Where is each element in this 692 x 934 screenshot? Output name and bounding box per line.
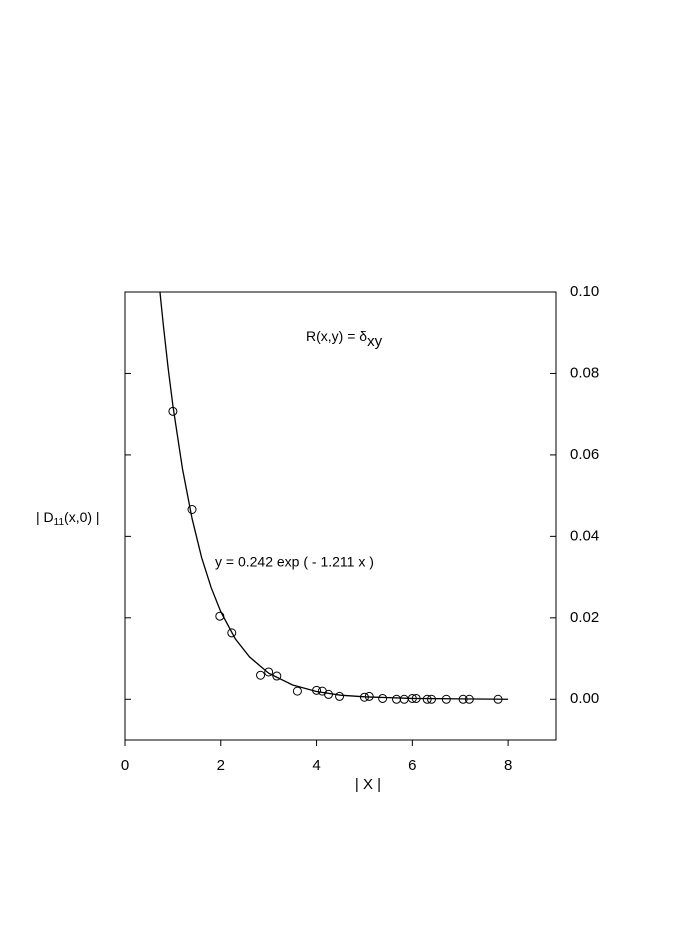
x-tick-label: 2 bbox=[217, 757, 225, 774]
data-point bbox=[407, 693, 417, 703]
y-tick-label: 0.06 bbox=[570, 446, 599, 463]
annotation: R(x,y) = δxy bbox=[306, 328, 383, 350]
y-tick-label: 0.08 bbox=[570, 364, 599, 381]
data-point bbox=[359, 692, 369, 702]
data-point bbox=[215, 611, 225, 621]
data-point bbox=[441, 694, 451, 704]
data-point bbox=[493, 694, 503, 704]
data-point bbox=[378, 693, 388, 703]
y-label-main: | D bbox=[36, 509, 54, 525]
y-label-sub: 11 bbox=[54, 517, 65, 528]
data-point bbox=[168, 406, 178, 416]
fit-curve bbox=[159, 291, 509, 700]
data-point bbox=[272, 671, 282, 681]
data-point bbox=[335, 691, 345, 701]
y-tick-label: 0.00 bbox=[570, 690, 599, 707]
fit-equation: y = 0.242 exp ( - 1.211 x ) bbox=[215, 554, 374, 570]
data-point bbox=[292, 686, 302, 696]
y-tick-label: 0.10 bbox=[570, 283, 599, 300]
x-tick-label: 6 bbox=[408, 757, 416, 774]
data-point bbox=[364, 691, 374, 701]
y-tick-label: 0.04 bbox=[570, 527, 599, 544]
annotation-main: R(x,y) = δ bbox=[306, 328, 367, 344]
data-point bbox=[411, 693, 421, 703]
plot-frame bbox=[124, 291, 557, 741]
data-point bbox=[324, 689, 334, 699]
y-label-rest: (x,0) | bbox=[64, 509, 100, 525]
annotation-sub: xy bbox=[367, 333, 383, 350]
data-point bbox=[264, 667, 274, 677]
x-axis-label: | X | bbox=[355, 776, 381, 793]
y-tick-label: 0.02 bbox=[570, 609, 599, 626]
data-point bbox=[312, 685, 322, 695]
data-point bbox=[464, 694, 474, 704]
data-point bbox=[458, 694, 468, 704]
data-point bbox=[426, 694, 436, 704]
x-tick-label: 8 bbox=[504, 757, 512, 774]
x-tick-label: 0 bbox=[121, 757, 129, 774]
data-point bbox=[227, 628, 237, 638]
data-point bbox=[256, 670, 266, 680]
y-axis-label: | D11(x,0) | bbox=[36, 509, 100, 528]
data-point bbox=[187, 504, 197, 514]
data-point bbox=[422, 694, 432, 704]
x-tick-label: 4 bbox=[312, 757, 320, 774]
